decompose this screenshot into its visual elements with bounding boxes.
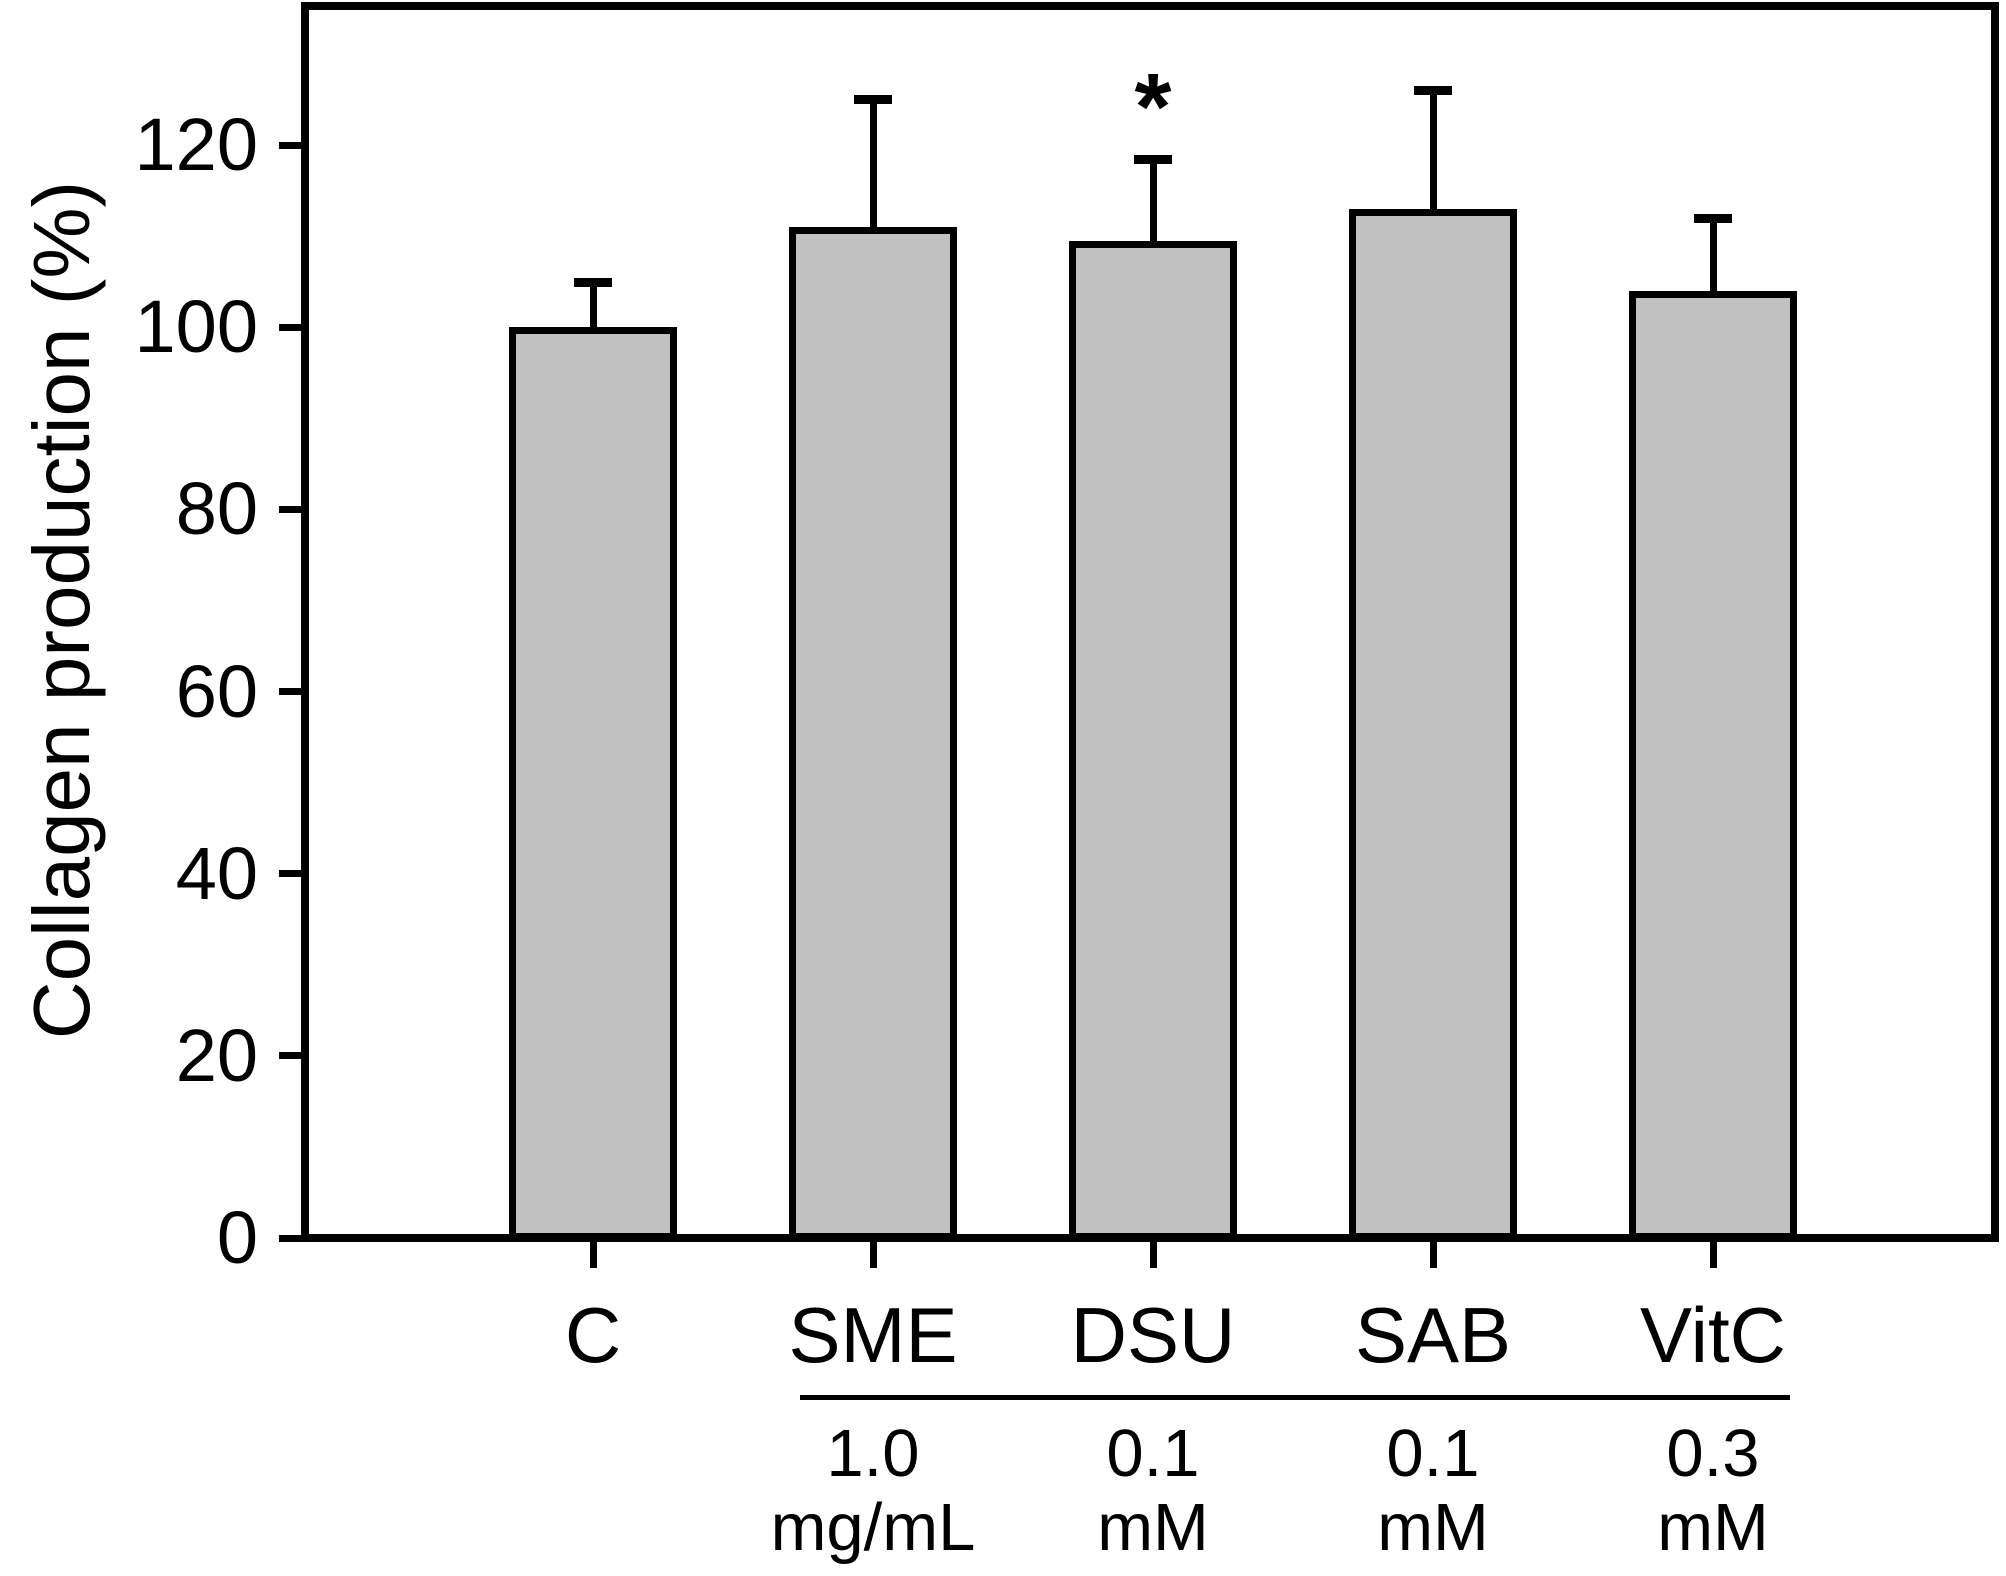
error-bar-stem-SME <box>869 99 877 227</box>
error-bar-cap-VitC <box>1694 213 1732 223</box>
y-tick-label-0: 0 <box>216 1196 258 1279</box>
category-label-SAB: SAB <box>1354 1291 1512 1379</box>
bar-DSU <box>1069 240 1237 1240</box>
x-tick-C <box>589 1242 597 1268</box>
x-tick-DSU <box>1149 1242 1157 1268</box>
error-bar-stem-SAB <box>1429 90 1437 209</box>
y-tick-label-40: 40 <box>175 831 258 915</box>
concentration-value-DSU: 0.1 <box>1106 1416 1200 1491</box>
concentration-unit-DSU: mM <box>1097 1490 1209 1565</box>
category-label-C: C <box>564 1291 622 1379</box>
y-tick-120 <box>279 141 305 149</box>
x-tick-SME <box>869 1242 877 1268</box>
category-label-VitC: VitC <box>1640 1291 1786 1379</box>
concentration-value-VitC: 0.3 <box>1666 1416 1760 1491</box>
concentration-unit-SME: mg/mL <box>770 1490 976 1565</box>
bar-VitC <box>1629 290 1797 1240</box>
y-tick-20 <box>279 1052 305 1060</box>
bar-C <box>509 327 677 1240</box>
concentration-unit-SAB: mM <box>1377 1490 1489 1565</box>
y-tick-label-120: 120 <box>134 103 258 186</box>
concentration-value-SME: 1.0 <box>826 1416 920 1491</box>
x-tick-VitC <box>1709 1242 1717 1268</box>
y-tick-100 <box>279 323 305 331</box>
x-tick-SAB <box>1429 1242 1437 1268</box>
error-bar-cap-DSU <box>1134 154 1172 164</box>
error-bar-stem-VitC <box>1709 217 1717 291</box>
y-tick-80 <box>279 505 305 513</box>
treatment-group-underline <box>800 1395 1790 1400</box>
significance-marker-DSU: * <box>1134 54 1172 160</box>
error-bar-cap-C <box>574 277 612 287</box>
y-tick-0 <box>279 1234 305 1242</box>
error-bar-cap-SAB <box>1414 86 1452 96</box>
bar-SME <box>789 226 957 1240</box>
y-tick-label-100: 100 <box>134 285 258 369</box>
y-tick-60 <box>279 688 305 695</box>
y-tick-label-80: 80 <box>175 467 258 551</box>
category-label-DSU: DSU <box>1070 1291 1236 1379</box>
error-bar-cap-SME <box>854 95 892 105</box>
error-bar-stem-DSU <box>1149 158 1157 241</box>
y-tick-label-60: 60 <box>175 649 258 733</box>
error-bar-stem-C <box>589 281 597 328</box>
y-tick-40 <box>279 870 305 878</box>
bar-SAB <box>1349 208 1517 1240</box>
concentration-unit-VitC: mM <box>1657 1490 1769 1565</box>
y-tick-label-20: 20 <box>175 1013 258 1097</box>
category-label-SME: SME <box>788 1291 958 1379</box>
concentration-value-SAB: 0.1 <box>1386 1416 1480 1491</box>
